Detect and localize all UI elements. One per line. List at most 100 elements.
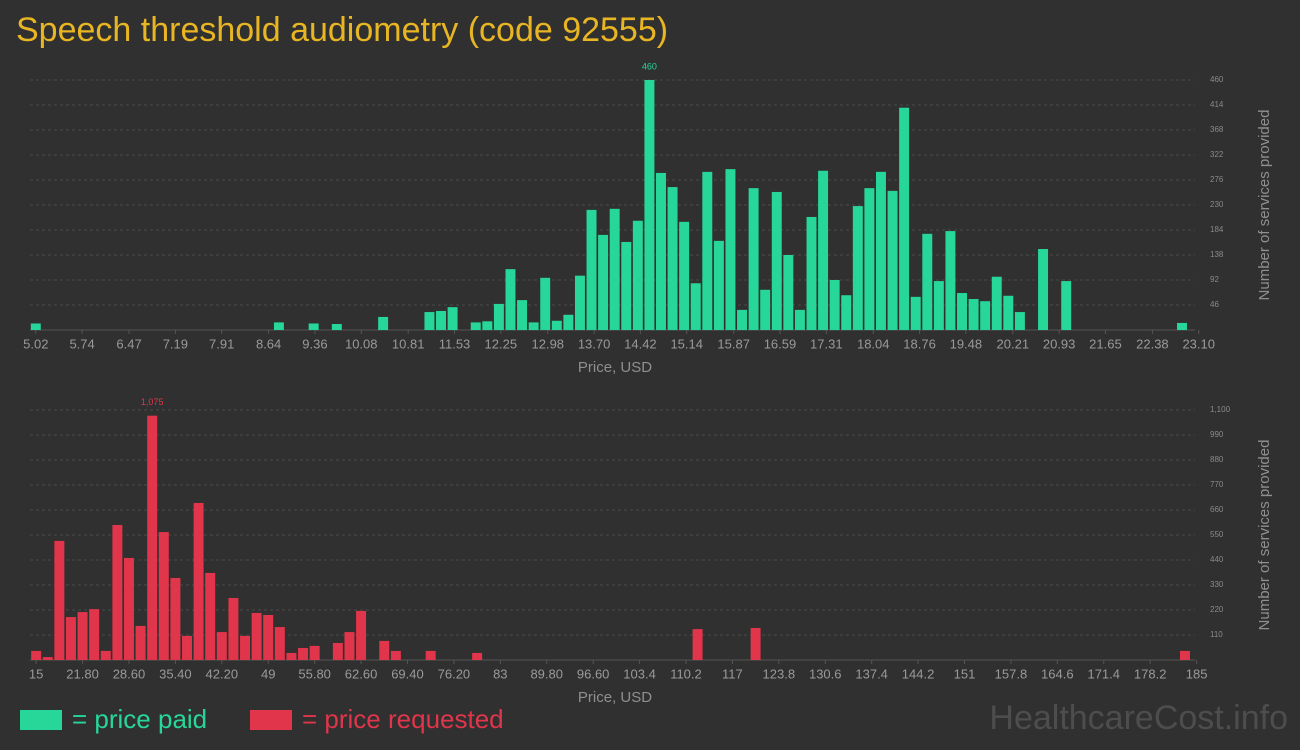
x-tick-label: 171.4 xyxy=(1087,666,1120,681)
bar xyxy=(482,321,493,330)
bar xyxy=(574,275,585,330)
bar xyxy=(123,557,134,660)
bar xyxy=(644,80,655,330)
bar xyxy=(656,172,666,330)
bar xyxy=(702,171,713,330)
bar xyxy=(31,650,42,660)
bar xyxy=(875,171,886,330)
x-tick-label: 22.38 xyxy=(1136,336,1169,351)
bar xyxy=(945,231,956,330)
bar xyxy=(89,609,100,660)
y-tick-label: 330 xyxy=(1210,580,1224,589)
x-tick-label: 7.91 xyxy=(209,336,234,351)
x-tick-label: 17.31 xyxy=(810,336,843,351)
bar xyxy=(77,612,88,660)
x-tick-label: 14.42 xyxy=(624,336,657,351)
bar xyxy=(1177,322,1187,330)
bar xyxy=(274,627,285,660)
x-tick-label: 20.93 xyxy=(1043,336,1076,351)
bar xyxy=(193,502,204,660)
bar xyxy=(332,642,343,660)
legend-swatch xyxy=(20,710,62,730)
bar xyxy=(922,233,933,330)
bar xyxy=(528,322,539,330)
x-tick-label: 62.60 xyxy=(345,666,378,681)
legend-label: = price paid xyxy=(72,704,207,734)
x-tick-label: 5.02 xyxy=(23,336,48,351)
x-tick-label: 12.25 xyxy=(485,336,518,351)
bar xyxy=(182,635,192,660)
bar xyxy=(760,289,771,330)
bar xyxy=(251,612,262,660)
bar xyxy=(425,650,436,660)
bar xyxy=(980,301,991,330)
x-tick-label: 89.80 xyxy=(530,666,563,681)
x-tick-label: 55.80 xyxy=(298,666,331,681)
x-tick-label: 16.59 xyxy=(764,336,797,351)
bar xyxy=(692,629,703,660)
y-tick-label: 460 xyxy=(1210,75,1224,84)
x-tick-label: 130.6 xyxy=(809,666,842,681)
x-tick-label: 157.8 xyxy=(995,666,1028,681)
bar xyxy=(563,314,574,330)
y-tick-label: 230 xyxy=(1210,200,1224,209)
x-tick-label: 96.60 xyxy=(577,666,610,681)
x-tick-label: 9.36 xyxy=(302,336,327,351)
bar xyxy=(331,324,342,330)
x-tick-label: 10.08 xyxy=(345,336,378,351)
bar xyxy=(517,300,528,330)
bar xyxy=(690,283,701,330)
x-axis-title: Price, USD xyxy=(578,689,652,706)
bar xyxy=(472,652,483,660)
bar xyxy=(1179,650,1190,660)
bar xyxy=(852,206,863,330)
x-tick-label: 178.2 xyxy=(1134,666,1167,681)
bar xyxy=(308,323,319,330)
bar xyxy=(806,216,817,330)
x-tick-label: 21.80 xyxy=(66,666,99,681)
x-tick-label: 13.70 xyxy=(578,336,611,351)
bar xyxy=(899,107,910,330)
bar xyxy=(632,220,643,330)
bar xyxy=(147,415,158,660)
y-tick-label: 414 xyxy=(1210,100,1224,109)
x-tick-label: 164.6 xyxy=(1041,666,1074,681)
x-tick-label: 103.4 xyxy=(623,666,656,681)
bar xyxy=(505,269,516,330)
x-tick-label: 10.81 xyxy=(392,336,425,351)
bar xyxy=(737,309,748,330)
x-tick-label: 69.40 xyxy=(391,666,424,681)
x-tick-label: 11.53 xyxy=(439,336,471,351)
bar xyxy=(390,650,401,660)
x-tick-label: 7.19 xyxy=(163,336,188,351)
x-tick-label: 18.76 xyxy=(903,336,936,351)
x-tick-label: 28.60 xyxy=(113,666,146,681)
bar xyxy=(309,645,320,660)
bar xyxy=(771,191,782,330)
x-tick-label: 117 xyxy=(722,666,743,681)
bar xyxy=(112,525,123,660)
x-tick-label: 49 xyxy=(261,666,275,681)
x-tick-label: 185 xyxy=(1186,666,1208,681)
bar xyxy=(447,307,458,330)
bar xyxy=(135,625,146,660)
y-axis-title: Number of services provided xyxy=(1256,110,1273,301)
bar xyxy=(1038,249,1049,330)
x-tick-label: 137.4 xyxy=(855,666,888,681)
x-tick-label: 19.48 xyxy=(950,336,983,351)
bar xyxy=(100,650,111,660)
bar xyxy=(273,322,284,330)
bar xyxy=(968,299,979,330)
y-tick-label: 276 xyxy=(1210,175,1224,184)
bar xyxy=(205,572,216,660)
x-tick-label: 12.98 xyxy=(532,336,565,351)
bar xyxy=(957,293,967,330)
x-tick-label: 42.20 xyxy=(206,666,239,681)
bar xyxy=(1061,281,1072,330)
x-tick-label: 6.47 xyxy=(116,336,141,351)
y-tick-label: 880 xyxy=(1210,455,1224,464)
bar xyxy=(725,169,736,330)
bar xyxy=(228,597,239,660)
